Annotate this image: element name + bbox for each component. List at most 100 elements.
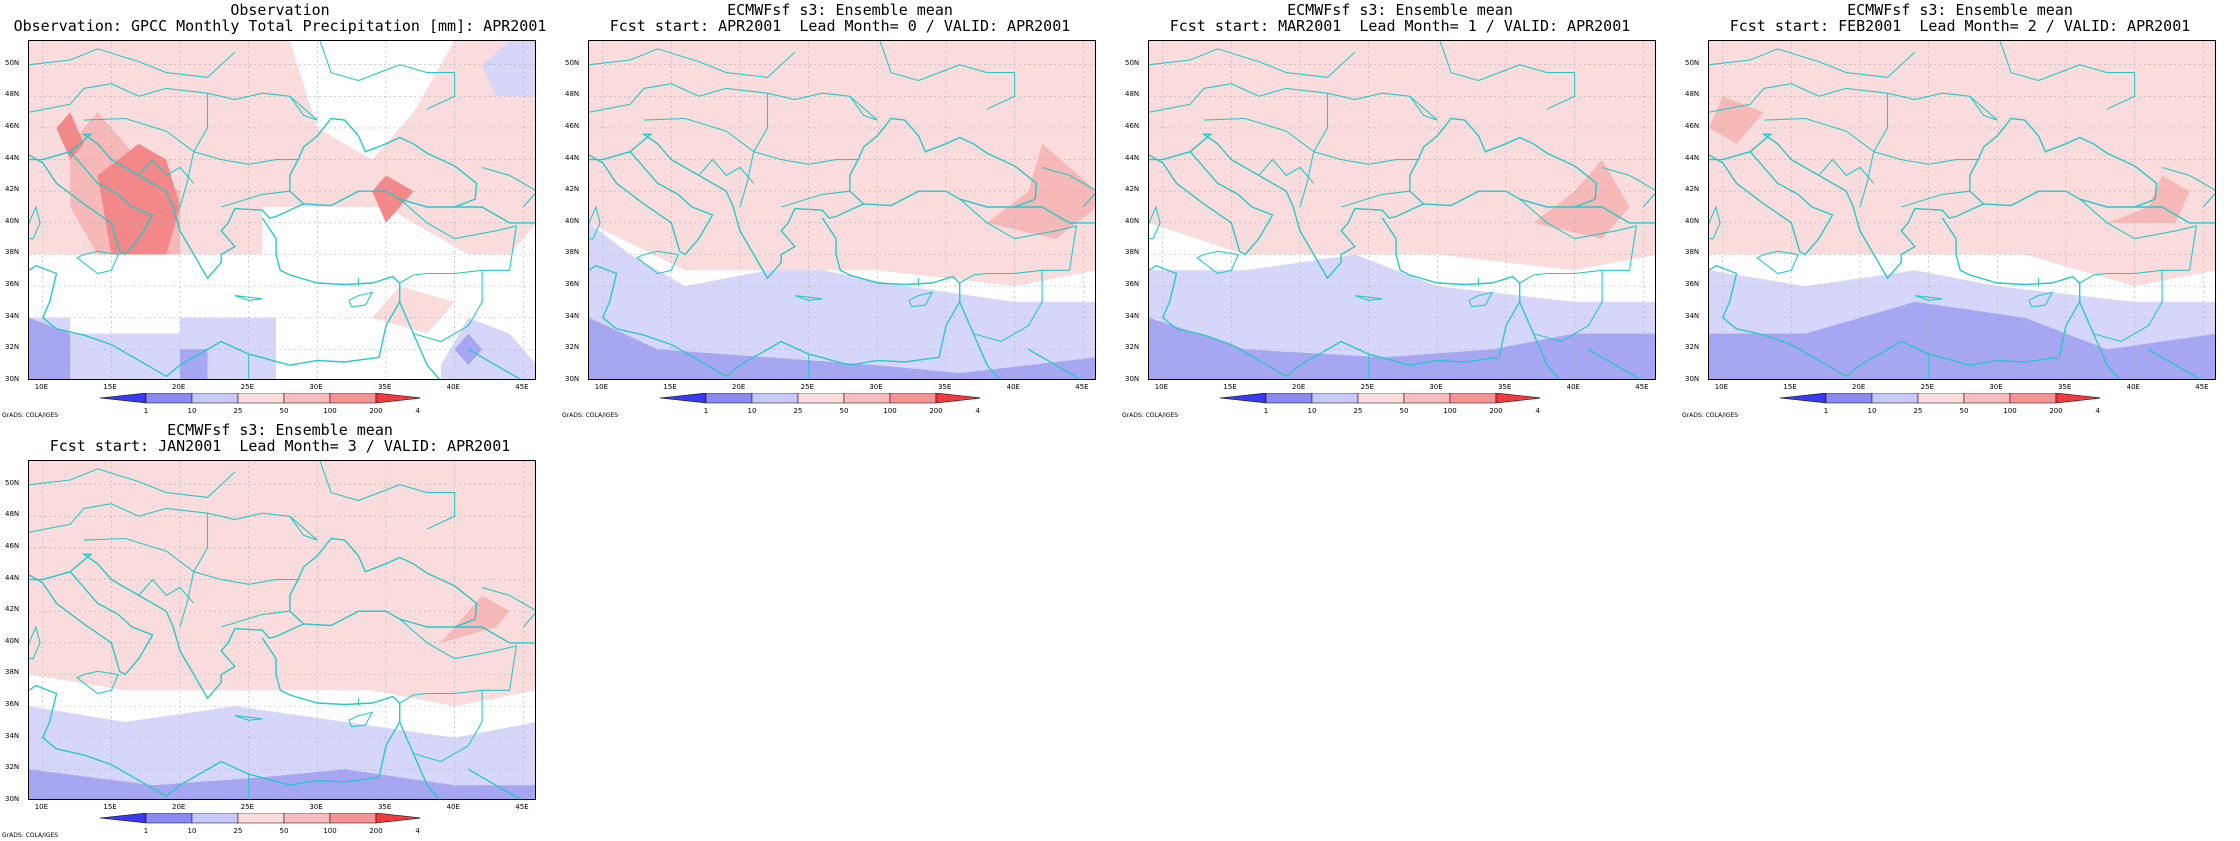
country-border bbox=[399, 198, 518, 284]
island-outline bbox=[1468, 291, 1494, 308]
coastline bbox=[1709, 117, 2158, 280]
colorbar-label: 200 bbox=[1489, 407, 1502, 415]
colorbar-label: 400 bbox=[415, 827, 420, 835]
island-outline bbox=[1914, 295, 1943, 301]
country-border bbox=[179, 93, 209, 208]
island-outline bbox=[589, 205, 601, 240]
country-border bbox=[319, 41, 456, 110]
country-border bbox=[1859, 93, 1889, 208]
lat-tick-label: 30N bbox=[565, 375, 580, 383]
colorbar-label: 10 bbox=[188, 407, 197, 415]
lon-tick-label: 25E bbox=[240, 803, 255, 811]
coastline bbox=[589, 217, 961, 378]
shade-pink bbox=[1709, 41, 2215, 287]
lat-tick-label: 32N bbox=[1685, 343, 1700, 352]
lat-tick-label: 44N bbox=[5, 573, 20, 582]
coastline bbox=[29, 537, 478, 700]
coastline bbox=[29, 151, 154, 256]
lat-tick-label: 32N bbox=[565, 343, 580, 352]
grads-credit: GrADS: COLA/IGES bbox=[562, 412, 619, 419]
panel-subtitle: Fcst start: JAN2001 Lead Month= 3 / VALI… bbox=[49, 437, 511, 455]
colorbar-label: 400 bbox=[2095, 407, 2100, 415]
country-border bbox=[289, 515, 318, 541]
country-border bbox=[973, 270, 1043, 343]
country-border bbox=[739, 93, 769, 208]
lat-tick-label: 32N bbox=[5, 343, 20, 352]
shade-blue-ne bbox=[482, 41, 535, 97]
colorbar-swatch bbox=[1963, 392, 2011, 404]
island-outline bbox=[234, 715, 263, 721]
lon-tick-label: 30E bbox=[869, 383, 883, 391]
lon-tick-label: 30E bbox=[1989, 383, 2003, 391]
colorbar: 1 10 25 50 100 200 400 bbox=[90, 812, 429, 841]
colorbar-swatch bbox=[99, 812, 147, 824]
island-outline bbox=[348, 291, 374, 308]
panel-subtitle: Fcst start: APR2001 Lead Month= 0 / VALI… bbox=[609, 17, 1071, 35]
colorbar-label: 50 bbox=[1960, 407, 1969, 415]
country-border bbox=[1299, 93, 1329, 208]
coastline bbox=[1574, 206, 1655, 224]
country-border bbox=[1999, 41, 2136, 110]
country-border bbox=[1041, 166, 1095, 208]
island-outline bbox=[1354, 295, 1383, 301]
shade-blue-mid bbox=[29, 769, 535, 799]
coastline bbox=[1014, 206, 1095, 224]
colorbar-label: 50 bbox=[840, 407, 849, 415]
lat-tick-label: 48N bbox=[1125, 90, 1140, 99]
coastline bbox=[1709, 217, 2081, 378]
colorbar-label: 200 bbox=[2049, 407, 2062, 415]
lat-tick-label: 30N bbox=[5, 375, 20, 383]
shade-blue bbox=[29, 317, 277, 379]
colorbar-swatch bbox=[1779, 392, 1827, 404]
lat-tick-label: 48N bbox=[565, 90, 580, 99]
lon-tick-label: 10E bbox=[34, 383, 49, 391]
island-outline bbox=[29, 625, 41, 660]
lat-tick-label: 46N bbox=[5, 121, 20, 130]
colorbar-swatch bbox=[99, 392, 147, 404]
map-panel-5: ECMWFsf s3: Ensemble mean Fcst start: JAN… bbox=[0, 420, 560, 840]
lat-tick-label: 30N bbox=[1125, 375, 1140, 383]
country-border bbox=[29, 48, 236, 78]
colorbar: 1 10 25 50 100 200 400 bbox=[1210, 392, 1549, 421]
colorbar-swatch bbox=[2009, 392, 2057, 404]
lat-tick-label: 40N bbox=[1125, 216, 1140, 225]
map-svg bbox=[29, 41, 535, 379]
colorbar-label: 200 bbox=[369, 407, 382, 415]
lon-tick-label: 15E bbox=[663, 383, 677, 391]
colorbar-label: 400 bbox=[415, 407, 420, 415]
colorbar-label: 200 bbox=[929, 407, 942, 415]
lat-tick-label: 46N bbox=[1125, 121, 1140, 130]
coastline bbox=[399, 301, 441, 379]
lon-tick-label: 25E bbox=[800, 383, 815, 391]
lat-tick-label: 34N bbox=[5, 311, 20, 320]
shade-blue-mid2 bbox=[180, 349, 208, 379]
coastline bbox=[1149, 117, 1598, 280]
lat-tick-label: 34N bbox=[565, 311, 580, 320]
country-border bbox=[289, 95, 318, 121]
lat-tick-label: 46N bbox=[1685, 121, 1700, 130]
lat-tick-label: 38N bbox=[1685, 248, 1700, 257]
colorbar-swatch bbox=[935, 392, 983, 404]
lon-tick-label: 30E bbox=[309, 803, 323, 811]
country-border bbox=[481, 166, 535, 208]
country-border bbox=[1439, 41, 1576, 110]
lat-tick-label: 34N bbox=[5, 731, 20, 740]
island-outline bbox=[1756, 250, 1799, 275]
lon-tick-label: 45E bbox=[2195, 383, 2209, 391]
colorbar-label: 50 bbox=[280, 827, 289, 835]
colorbar-label: 25 bbox=[234, 827, 243, 835]
shade-pink-east bbox=[372, 286, 455, 334]
lon-tick-label: 40E bbox=[2126, 383, 2140, 391]
lon-tick-label: 20E bbox=[172, 383, 186, 391]
shade-blue-se bbox=[440, 317, 535, 379]
coastline bbox=[589, 151, 714, 256]
lon-tick-label: 35E bbox=[377, 803, 392, 811]
lat-tick-label: 50N bbox=[1685, 58, 1700, 67]
country-border bbox=[1149, 83, 1438, 121]
colorbar-label: 100 bbox=[323, 407, 336, 415]
shade-blue bbox=[589, 222, 1095, 379]
country-border bbox=[1149, 48, 1356, 78]
colorbar-swatch bbox=[1219, 392, 1267, 404]
coastline bbox=[1588, 348, 1642, 379]
lon-tick-label: 25E bbox=[240, 383, 255, 391]
